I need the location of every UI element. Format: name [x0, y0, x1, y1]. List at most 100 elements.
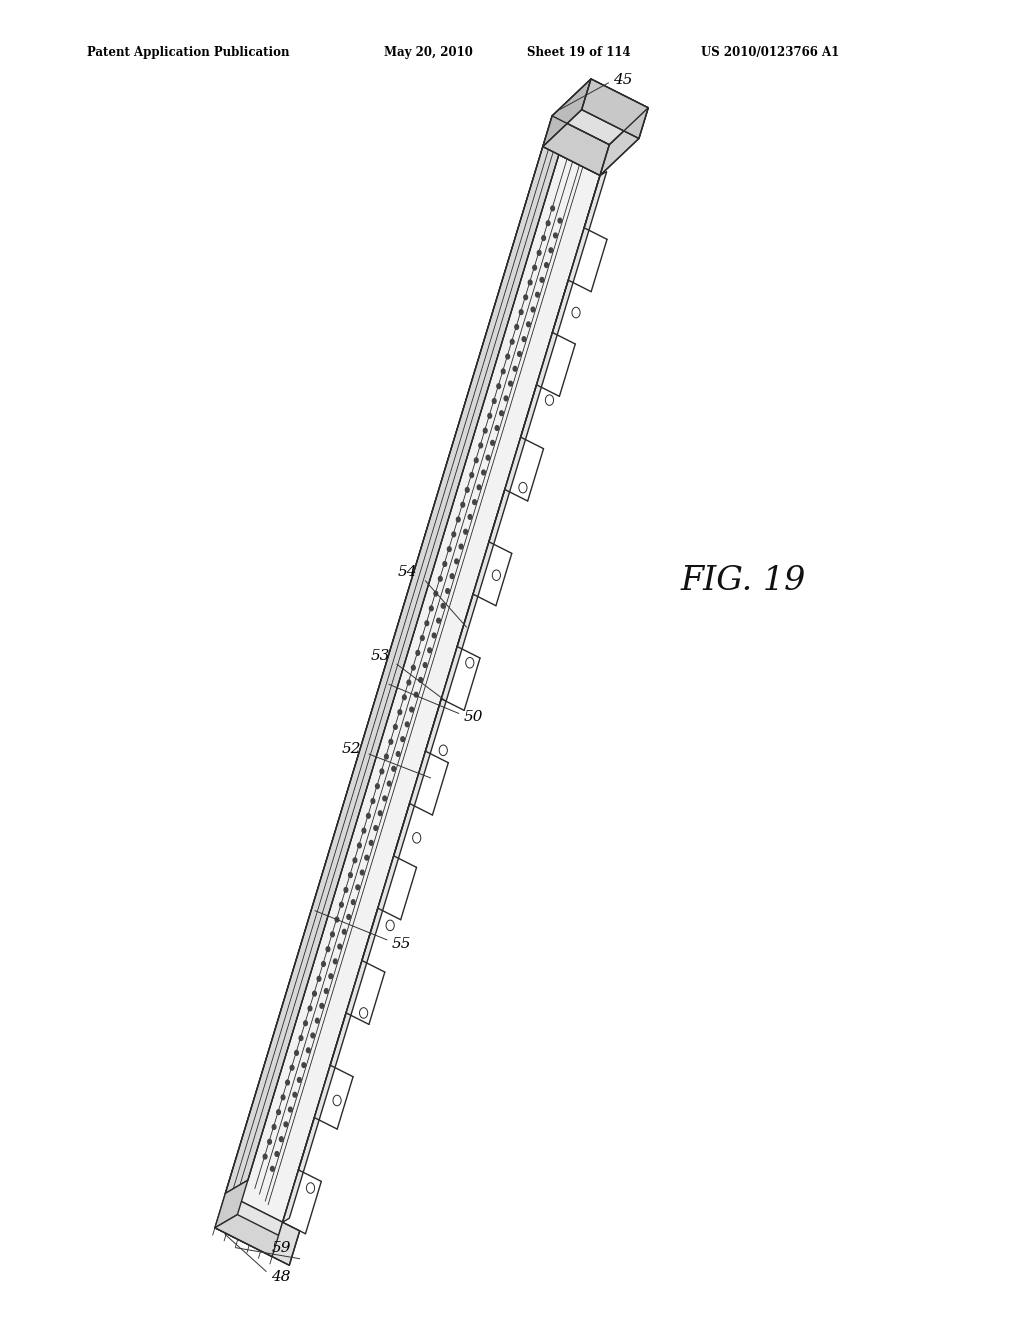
Circle shape [311, 1034, 314, 1038]
Circle shape [437, 618, 440, 623]
Circle shape [348, 873, 352, 878]
Text: 45: 45 [613, 73, 633, 87]
Polygon shape [543, 79, 591, 147]
Circle shape [419, 677, 423, 682]
Circle shape [393, 725, 397, 730]
Circle shape [308, 1006, 312, 1011]
Circle shape [351, 900, 355, 904]
Circle shape [367, 813, 371, 818]
Polygon shape [552, 79, 648, 145]
Text: US 2010/0123766 A1: US 2010/0123766 A1 [701, 46, 840, 59]
Circle shape [371, 799, 375, 804]
Circle shape [357, 843, 361, 847]
Circle shape [466, 657, 474, 668]
Circle shape [293, 1093, 297, 1097]
Circle shape [410, 708, 414, 711]
Circle shape [481, 470, 485, 475]
Circle shape [360, 870, 365, 875]
Circle shape [464, 529, 467, 535]
Polygon shape [225, 133, 565, 1193]
Circle shape [402, 694, 407, 700]
Circle shape [275, 1151, 279, 1156]
Circle shape [338, 944, 342, 949]
Circle shape [542, 236, 546, 240]
Text: FIG. 19: FIG. 19 [681, 565, 806, 597]
Circle shape [438, 577, 442, 581]
Circle shape [289, 1107, 292, 1111]
Circle shape [392, 767, 395, 771]
Circle shape [554, 234, 557, 238]
Circle shape [400, 737, 404, 742]
Circle shape [459, 544, 463, 549]
Circle shape [396, 751, 400, 756]
Circle shape [306, 1183, 314, 1193]
Circle shape [519, 482, 527, 492]
Circle shape [457, 517, 460, 521]
Polygon shape [283, 172, 607, 1222]
Circle shape [528, 280, 532, 285]
Text: 54: 54 [397, 565, 417, 578]
Circle shape [441, 603, 445, 609]
Circle shape [439, 744, 447, 755]
Circle shape [572, 308, 581, 318]
Text: 48: 48 [271, 1270, 291, 1283]
Circle shape [558, 218, 562, 223]
Circle shape [415, 692, 418, 697]
Circle shape [487, 413, 492, 418]
Circle shape [353, 858, 356, 863]
Polygon shape [225, 147, 600, 1222]
Circle shape [545, 263, 548, 268]
Circle shape [524, 294, 527, 300]
Circle shape [383, 796, 386, 801]
Circle shape [335, 917, 339, 921]
Circle shape [531, 308, 535, 312]
Circle shape [429, 606, 433, 611]
Circle shape [378, 810, 382, 816]
Circle shape [359, 1007, 368, 1018]
Text: 53: 53 [371, 649, 390, 664]
Circle shape [342, 929, 346, 935]
Circle shape [445, 589, 450, 594]
Circle shape [532, 265, 537, 271]
Circle shape [347, 915, 350, 919]
Circle shape [493, 399, 496, 404]
Circle shape [412, 665, 415, 671]
Circle shape [540, 277, 544, 282]
Circle shape [497, 384, 501, 388]
Circle shape [365, 855, 369, 861]
Circle shape [331, 932, 334, 937]
Circle shape [325, 989, 328, 994]
Circle shape [380, 770, 384, 774]
Circle shape [519, 310, 523, 314]
Circle shape [455, 558, 459, 564]
Circle shape [500, 411, 504, 416]
Circle shape [546, 220, 550, 226]
Circle shape [376, 784, 379, 788]
Circle shape [356, 884, 359, 890]
Circle shape [298, 1077, 301, 1082]
Circle shape [510, 339, 514, 345]
Circle shape [263, 1154, 267, 1159]
Circle shape [276, 1110, 281, 1114]
Circle shape [344, 887, 348, 892]
Circle shape [333, 1096, 341, 1106]
Circle shape [428, 648, 431, 652]
Circle shape [452, 532, 456, 537]
Circle shape [425, 620, 429, 626]
Circle shape [272, 1125, 275, 1130]
Circle shape [451, 574, 454, 578]
Circle shape [370, 841, 373, 845]
Polygon shape [215, 1214, 295, 1257]
Circle shape [447, 546, 452, 552]
Circle shape [538, 251, 541, 255]
Circle shape [413, 833, 421, 843]
Circle shape [329, 974, 333, 978]
Text: May 20, 2010: May 20, 2010 [384, 46, 473, 59]
Circle shape [299, 1036, 303, 1040]
Circle shape [295, 1051, 298, 1055]
Circle shape [385, 754, 388, 759]
Circle shape [522, 337, 525, 342]
Circle shape [468, 515, 472, 519]
Circle shape [479, 444, 482, 447]
Circle shape [434, 591, 437, 595]
